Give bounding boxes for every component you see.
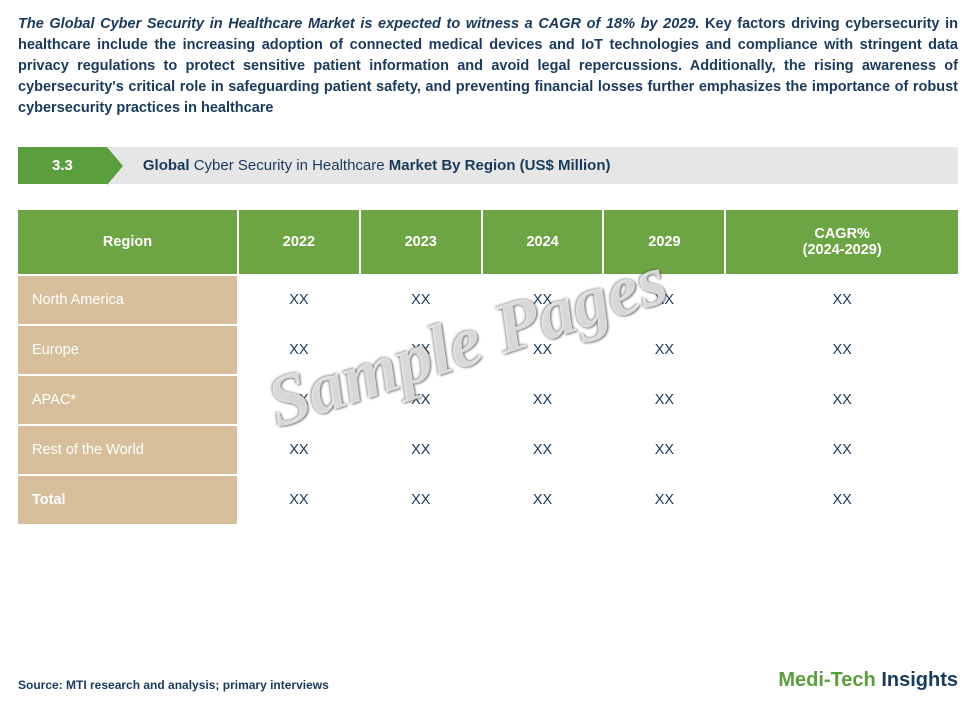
cell: XX — [482, 275, 604, 325]
cell: XX — [360, 475, 482, 524]
table-header-row: Region2022202320242029CAGR%(2024-2029) — [18, 210, 958, 275]
cell: XX — [482, 325, 604, 375]
cell: XX — [725, 475, 958, 524]
cell: XX — [603, 325, 725, 375]
cell: XX — [360, 425, 482, 475]
table-row: TotalXXXXXXXXXX — [18, 475, 958, 524]
cell: XX — [603, 425, 725, 475]
row-label: Europe — [18, 325, 238, 375]
cell: XX — [238, 375, 360, 425]
col-header: 2024 — [482, 210, 604, 275]
table-row: EuropeXXXXXXXXXX — [18, 325, 958, 375]
footer: Source: MTI research and analysis; prima… — [18, 669, 958, 692]
section-number: 3.3 — [18, 147, 107, 184]
cell: XX — [238, 325, 360, 375]
table-row: APAC*XXXXXXXXXX — [18, 375, 958, 425]
brand-part1: Medi-Tech — [778, 669, 881, 691]
col-header: 2022 — [238, 210, 360, 275]
source-note: Source: MTI research and analysis; prima… — [18, 678, 329, 692]
row-label: North America — [18, 275, 238, 325]
table-body: North AmericaXXXXXXXXXXEuropeXXXXXXXXXXA… — [18, 275, 958, 524]
section-title-pre: Global — [143, 157, 194, 174]
cell: XX — [603, 275, 725, 325]
brand-part2: Insights — [881, 669, 958, 691]
cell: XX — [482, 475, 604, 524]
cell: XX — [360, 325, 482, 375]
col-header: 2029 — [603, 210, 725, 275]
cell: XX — [725, 275, 958, 325]
section-header: 3.3 Global Cyber Security in Healthcare … — [18, 147, 958, 184]
cell: XX — [725, 375, 958, 425]
section-title: Global Cyber Security in Healthcare Mark… — [107, 157, 611, 174]
col-header: 2023 — [360, 210, 482, 275]
cell: XX — [603, 375, 725, 425]
cell: XX — [360, 375, 482, 425]
col-header: Region — [18, 210, 238, 275]
section-title-light: Cyber Security in Healthcare — [194, 157, 389, 174]
cell: XX — [725, 325, 958, 375]
intro-paragraph: The Global Cyber Security in Healthcare … — [0, 0, 976, 129]
row-label: Total — [18, 475, 238, 524]
table-row: North AmericaXXXXXXXXXX — [18, 275, 958, 325]
col-header: CAGR%(2024-2029) — [725, 210, 958, 275]
cell: XX — [482, 375, 604, 425]
cell: XX — [725, 425, 958, 475]
row-label: APAC* — [18, 375, 238, 425]
intro-lead: The Global Cyber Security in Healthcare … — [18, 16, 699, 32]
region-table: Region2022202320242029CAGR%(2024-2029) N… — [18, 210, 958, 524]
cell: XX — [238, 425, 360, 475]
section-title-post: Market By Region (US$ Million) — [389, 157, 611, 174]
cell: XX — [603, 475, 725, 524]
cell: XX — [238, 275, 360, 325]
cell: XX — [482, 425, 604, 475]
cell: XX — [360, 275, 482, 325]
row-label: Rest of the World — [18, 425, 238, 475]
table-row: Rest of the WorldXXXXXXXXXX — [18, 425, 958, 475]
cell: XX — [238, 475, 360, 524]
brand-logo: Medi-Tech Insights — [778, 669, 958, 692]
